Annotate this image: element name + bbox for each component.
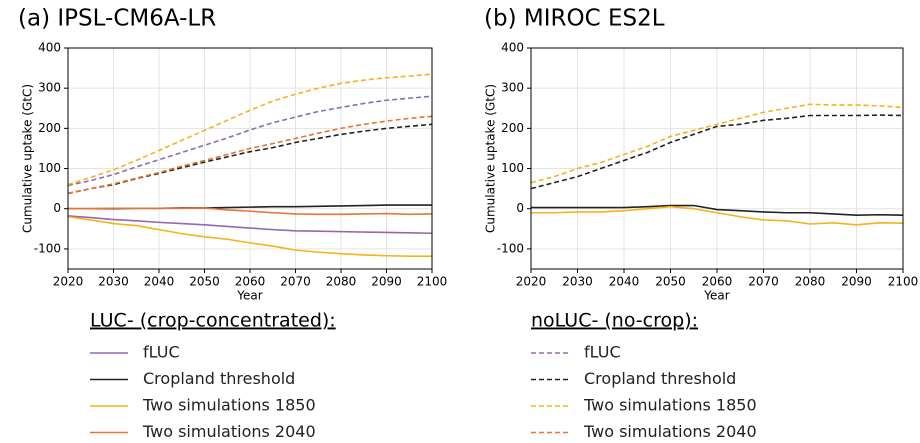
y-tick-label: 0 bbox=[53, 201, 61, 215]
y-tick-label: 100 bbox=[501, 161, 524, 175]
y-axis-label: Cumulative uptake (GtC) bbox=[21, 84, 35, 233]
y-tick-label: 300 bbox=[38, 81, 61, 95]
x-tick-label: 2080 bbox=[795, 275, 826, 289]
series-line bbox=[67, 215, 432, 257]
series-line bbox=[531, 204, 904, 216]
chart-title: (a) IPSL-CM6A-LR bbox=[18, 6, 216, 32]
x-tick-label: 2040 bbox=[144, 275, 175, 289]
legend-label: Cropland threshold bbox=[143, 369, 295, 388]
plot-frame bbox=[530, 47, 904, 270]
plot-frame bbox=[67, 47, 433, 270]
legend-label: Two simulations 2040 bbox=[583, 422, 757, 441]
x-tick-label: 2020 bbox=[53, 275, 84, 289]
series-line bbox=[67, 73, 433, 186]
series-line bbox=[530, 103, 904, 184]
series-line bbox=[530, 114, 904, 190]
y-tick-label: 100 bbox=[38, 161, 61, 175]
x-tick-label: 2100 bbox=[888, 275, 919, 289]
y-tick-label: 300 bbox=[501, 81, 524, 95]
x-tick-label: 2030 bbox=[562, 275, 593, 289]
x-tick-label: 2040 bbox=[609, 275, 640, 289]
y-axis-label: Cumulative uptake (GtC) bbox=[484, 84, 498, 233]
legend-label: fLUC bbox=[143, 343, 180, 362]
legend-label: Two simulations 1850 bbox=[583, 396, 757, 415]
series-line bbox=[67, 95, 433, 187]
x-tick-label: 2090 bbox=[371, 275, 402, 289]
series-line bbox=[531, 205, 904, 226]
x-tick-label: 2020 bbox=[516, 275, 547, 289]
x-tick-label: 2090 bbox=[841, 275, 872, 289]
x-tick-label: 2080 bbox=[326, 275, 357, 289]
y-tick-label: -100 bbox=[497, 241, 524, 255]
y-tick-label: -100 bbox=[34, 241, 61, 255]
y-tick-label: 400 bbox=[38, 41, 61, 55]
x-tick-label: 2100 bbox=[417, 275, 448, 289]
x-tick-label: 2050 bbox=[655, 275, 686, 289]
x-tick-label: 2060 bbox=[702, 275, 733, 289]
legend-title: noLUC- (no-crop): bbox=[531, 310, 698, 332]
legend-label: fLUC bbox=[584, 343, 621, 362]
series-line bbox=[67, 115, 433, 195]
legend-label: Cropland threshold bbox=[584, 369, 736, 388]
series-line bbox=[67, 123, 433, 195]
y-tick-label: 0 bbox=[516, 201, 524, 215]
legend-title: LUC- (crop-concentrated): bbox=[90, 310, 336, 332]
y-tick-label: 200 bbox=[38, 121, 61, 135]
series-line bbox=[67, 215, 433, 235]
x-axis-label: Year bbox=[703, 289, 729, 303]
y-tick-label: 400 bbox=[501, 41, 524, 55]
x-axis-label: Year bbox=[236, 289, 262, 303]
chart-title: (b) MIROC ES2L bbox=[484, 6, 665, 32]
x-tick-label: 2070 bbox=[280, 275, 311, 289]
legend-label: Two simulations 1850 bbox=[142, 396, 316, 415]
x-tick-label: 2030 bbox=[98, 275, 129, 289]
y-tick-label: 200 bbox=[501, 121, 524, 135]
series-line bbox=[68, 207, 433, 216]
x-tick-label: 2050 bbox=[189, 275, 220, 289]
x-tick-label: 2070 bbox=[748, 275, 779, 289]
legend-label: Two simulations 2040 bbox=[142, 422, 316, 441]
x-tick-label: 2060 bbox=[235, 275, 266, 289]
